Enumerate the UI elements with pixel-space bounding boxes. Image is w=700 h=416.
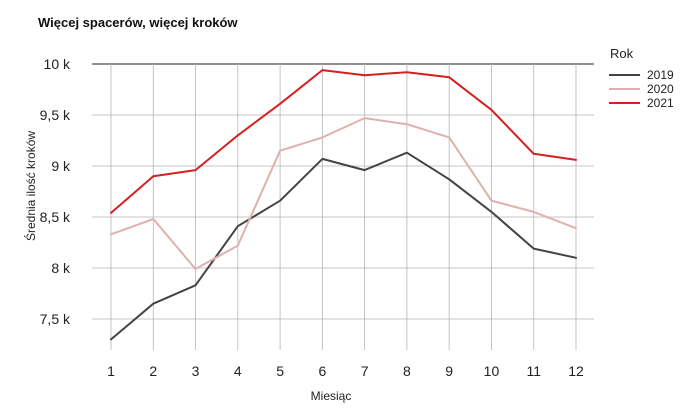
chart-title: Więcej spacerów, więcej kroków [38,15,238,30]
x-tick-label: 3 [192,363,200,379]
legend-title: Rok [610,46,634,61]
x-tick-labels: 1 2 3 4 5 6 7 8 9 10 11 12 [107,363,584,379]
y-tick-label: 8 k [51,260,71,276]
legend-item-2021: 2021 [609,96,674,110]
y-tick-label: 9,5 k [40,107,71,123]
x-tick-label: 1 [107,363,115,379]
x-tick-label: 11 [526,363,541,379]
x-tick-label: 6 [318,363,326,379]
x-tick-label: 12 [568,363,584,379]
x-tick-label: 10 [484,363,500,379]
x-tick-label: 8 [403,363,411,379]
series-line-2020 [110,117,577,270]
x-tick-label: 9 [445,363,453,379]
legend-item-2020: 2020 [609,82,674,96]
y-tick-label: 7,5 k [40,311,71,327]
y-tick-label: 10 k [44,56,71,72]
x-tick-label: 4 [234,363,242,379]
x-tick-label: 2 [149,363,157,379]
legend-label: 2021 [647,96,674,110]
legend-label: 2020 [647,82,674,96]
y-tick-labels: 7,5 k 8 k 8,5 k 9 k 9,5 k 10 k [40,56,71,327]
y-tick-label: 8,5 k [40,209,71,225]
y-tick-label: 9 k [51,158,71,174]
series-line-2019 [110,151,577,341]
legend-item-2019: 2019 [609,68,674,82]
grid [92,63,594,350]
x-tick-label: 5 [276,363,284,379]
x-axis-label: Miesiąc [311,389,352,403]
y-axis-label: Średnia ilość kroków [23,131,38,241]
x-tick-label: 7 [361,363,369,379]
legend-label: 2019 [647,68,674,82]
series-lines [110,69,577,341]
series-line-2021 [110,69,577,214]
